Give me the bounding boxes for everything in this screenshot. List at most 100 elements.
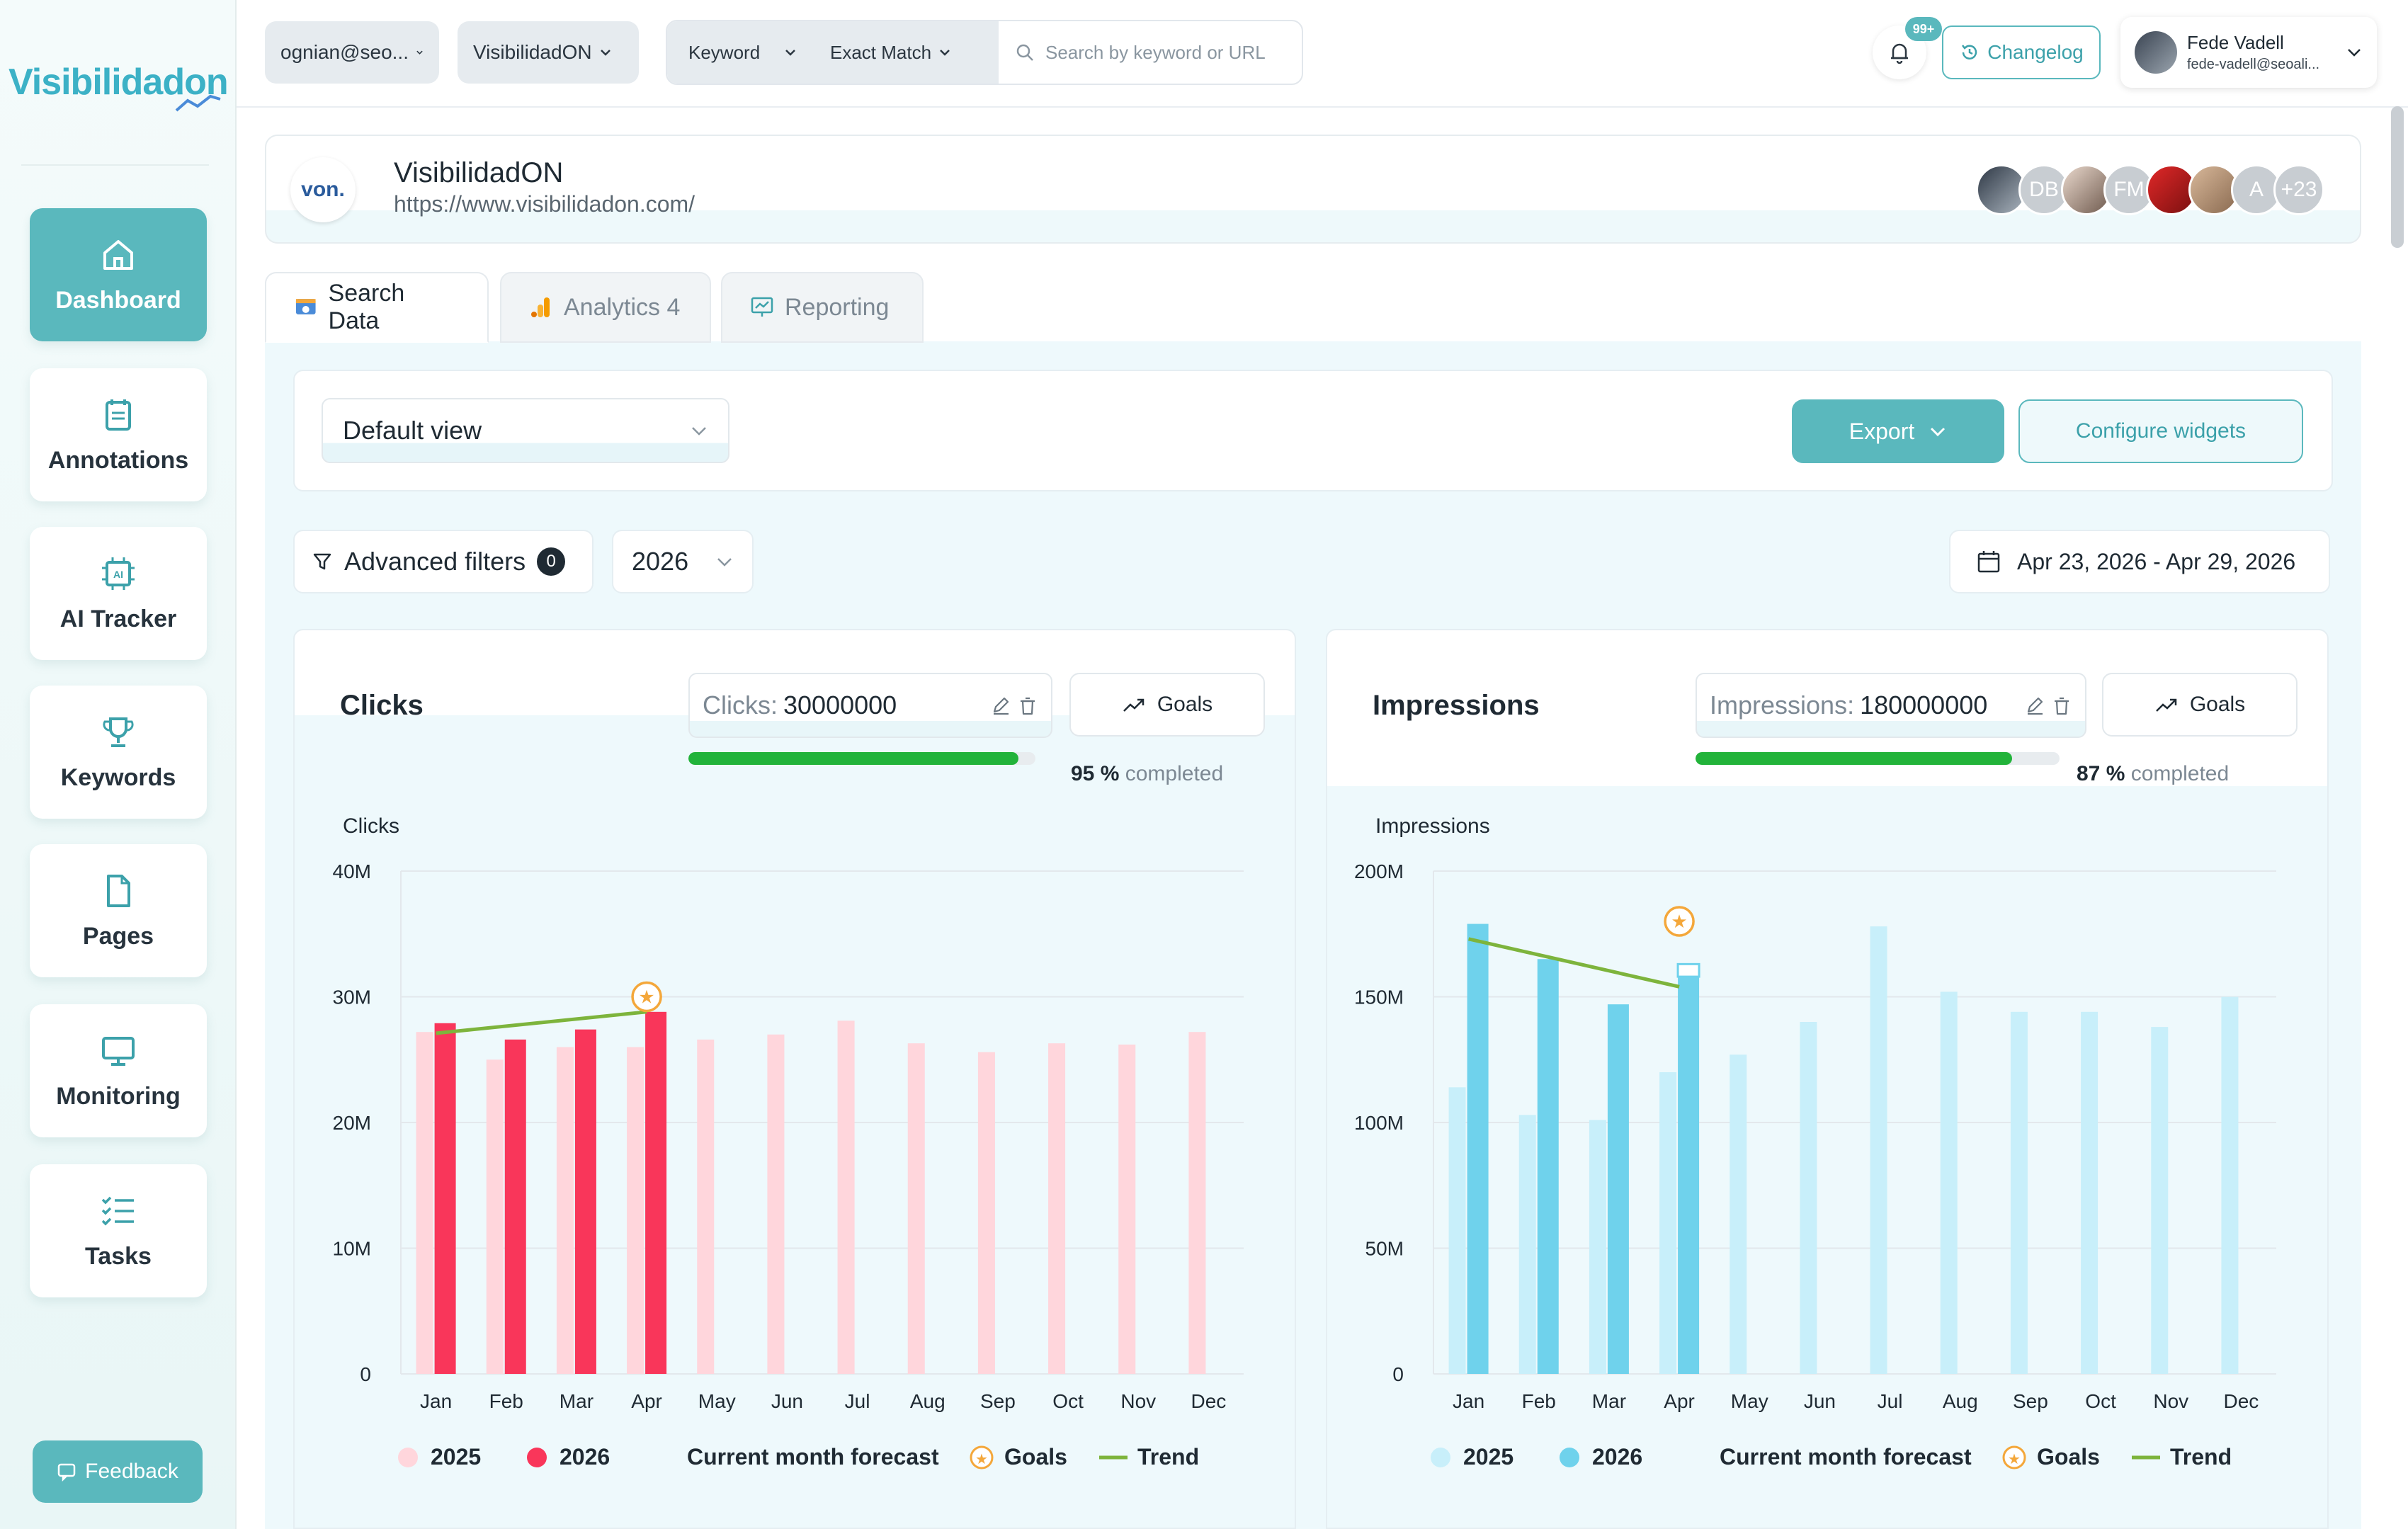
impressions-goals-button[interactable]: Goals (2102, 673, 2298, 737)
filter-icon (313, 553, 331, 570)
legend-goals-swatch (970, 1445, 994, 1470)
edit-icon[interactable] (990, 695, 1011, 716)
bar-2025 (1800, 1022, 1817, 1374)
scrollbar-thumb[interactable] (2391, 106, 2404, 248)
goal-marker (631, 981, 662, 1013)
chevron-down-icon (2348, 49, 2361, 57)
configure-widgets-button[interactable]: Configure widgets (2018, 399, 2303, 463)
trash-icon[interactable] (2051, 695, 2072, 716)
chevron-down-icon (416, 50, 423, 55)
advanced-filters-button[interactable]: Advanced filters 0 (293, 530, 594, 593)
impressions-chart: Impressions 0 50M 100M 150M 200M Jan Feb Mar Apr M… (1354, 814, 2276, 1470)
project-select[interactable]: VisibilidadON (458, 21, 639, 84)
bar-2025 (767, 1034, 785, 1374)
user-email: fede-vadell@seoali... (2187, 57, 2320, 72)
x-tick-label: Dec (1191, 1390, 1227, 1412)
member-avatar[interactable]: DB (2018, 164, 2069, 215)
search-type-select[interactable]: Keyword (667, 21, 823, 84)
y-axis-title: Clicks (343, 814, 399, 838)
bar-2025 (416, 1032, 433, 1374)
sidebar-item-dashboard[interactable]: Dashboard (30, 208, 207, 341)
x-tick-label: Aug (1943, 1390, 1978, 1412)
notepad-icon (106, 399, 131, 431)
bar-2026 (1537, 959, 1559, 1374)
chevron-down-icon (1931, 427, 1946, 437)
bar-2026 (1678, 977, 1700, 1374)
sidebar-item-tasks[interactable]: Tasks (30, 1164, 207, 1297)
members-more[interactable]: +23 (2273, 164, 2324, 215)
sidebar-item-label: Annotations (47, 446, 189, 474)
bar-2025 (1940, 991, 1958, 1374)
bar-2025 (2221, 996, 2239, 1374)
view-select[interactable]: Default view (322, 398, 729, 463)
tab-search-data[interactable]: Search Data (265, 272, 489, 343)
feedback-label: Feedback (85, 1460, 178, 1483)
checklist-icon (101, 1196, 134, 1225)
ai-chip-icon: AI (102, 557, 135, 590)
search-type-value: Keyword (688, 41, 761, 63)
y-tick-label: 20M (333, 1112, 371, 1134)
svg-text:AI: AI (113, 569, 123, 580)
y-tick-label: 40M (333, 860, 371, 882)
bar-2025 (627, 1047, 644, 1374)
tab-analytics-4[interactable]: Analytics 4 (500, 272, 711, 343)
legend-2026-label: 2026 (1592, 1444, 1642, 1470)
sidebar-divider (21, 164, 209, 166)
legend-goals-star-icon: ★ (2008, 1452, 2021, 1467)
trash-icon[interactable] (1017, 695, 1038, 716)
brand-logo[interactable]: Visibilidadon (8, 62, 229, 103)
progress-fill (688, 752, 1018, 765)
x-tick-label: Oct (2085, 1390, 2116, 1412)
impressions-goal-field[interactable]: Impressions: 180000000 (1696, 673, 2086, 738)
legend-2025-label: 2025 (1463, 1444, 1513, 1470)
user-menu[interactable]: Fede Vadell fede-vadell@seoali... (2120, 17, 2377, 88)
sidebar-item-label: Keywords (60, 763, 176, 791)
account-value: ognian@seo... (280, 41, 409, 63)
sidebar-item-ai-tracker[interactable]: AI AI Tracker (30, 527, 207, 660)
calendar-icon (1977, 551, 2000, 573)
trending-up-icon (2155, 698, 2177, 712)
goals-label: Goals (1157, 693, 1213, 716)
sidebar-item-annotations[interactable]: Annotations (30, 368, 207, 501)
export-button[interactable]: Export (1792, 399, 2004, 463)
bar-2025 (907, 1043, 925, 1374)
year-select[interactable]: 2026 (612, 530, 754, 593)
sidebar-item-pages[interactable]: Pages (30, 844, 207, 977)
year-value: 2026 (632, 547, 689, 576)
x-tick-label: Apr (1664, 1390, 1695, 1412)
bar-2025 (556, 1047, 574, 1374)
legend-trend-label: Trend (2170, 1444, 2232, 1470)
bar-2025 (2151, 1027, 2169, 1374)
search-input[interactable]: Search by keyword or URL (999, 42, 1302, 64)
sidebar-item-keywords[interactable]: Keywords (30, 686, 207, 819)
legend-goals-label: Goals (2037, 1444, 2100, 1470)
clicks-chart: Clicks 0 10M 20M 30M 40M Jan Feb Mar Apr May Jun Jul… (333, 814, 1244, 1470)
match-type-select[interactable]: Exact Match (823, 21, 999, 84)
account-select[interactable]: ognian@seo... (265, 21, 439, 84)
changelog-button[interactable]: Changelog (1942, 25, 2101, 79)
chevron-down-icon (692, 427, 706, 436)
legend-2026-swatch (527, 1448, 547, 1467)
sidebar: Visibilidadon Dashboard Annotations AI A… (0, 0, 237, 1529)
trend-line (1468, 937, 1680, 989)
impressions-card-title: Impressions (1373, 690, 1540, 721)
clicks-card-title: Clicks (340, 690, 424, 721)
clicks-goal-field[interactable]: Clicks: 30000000 (688, 673, 1052, 738)
bar-2026 (574, 1029, 596, 1374)
progress-fill (1696, 752, 2013, 765)
bar-2026 (1607, 1004, 1629, 1374)
view-select-value: Default view (343, 416, 482, 445)
sidebar-item-monitoring[interactable]: Monitoring (30, 1004, 207, 1137)
x-tick-label: Nov (1120, 1390, 1156, 1412)
site-card (265, 135, 2361, 244)
feedback-button[interactable]: Feedback (33, 1440, 203, 1503)
tab-label: Analytics 4 (564, 293, 681, 321)
edit-icon[interactable] (2024, 695, 2045, 716)
legend-goals-star-icon: ★ (975, 1452, 988, 1467)
tab-reporting[interactable]: Reporting (721, 272, 924, 343)
date-range-picker[interactable]: Apr 23, 2026 - Apr 29, 2026 (1949, 530, 2330, 593)
y-tick-label: 30M (333, 987, 371, 1008)
site-url[interactable]: https://www.visibilidadon.com/ (394, 191, 695, 217)
x-tick-label: Dec (2224, 1390, 2259, 1412)
clicks-goals-button[interactable]: Goals (1069, 673, 1265, 737)
